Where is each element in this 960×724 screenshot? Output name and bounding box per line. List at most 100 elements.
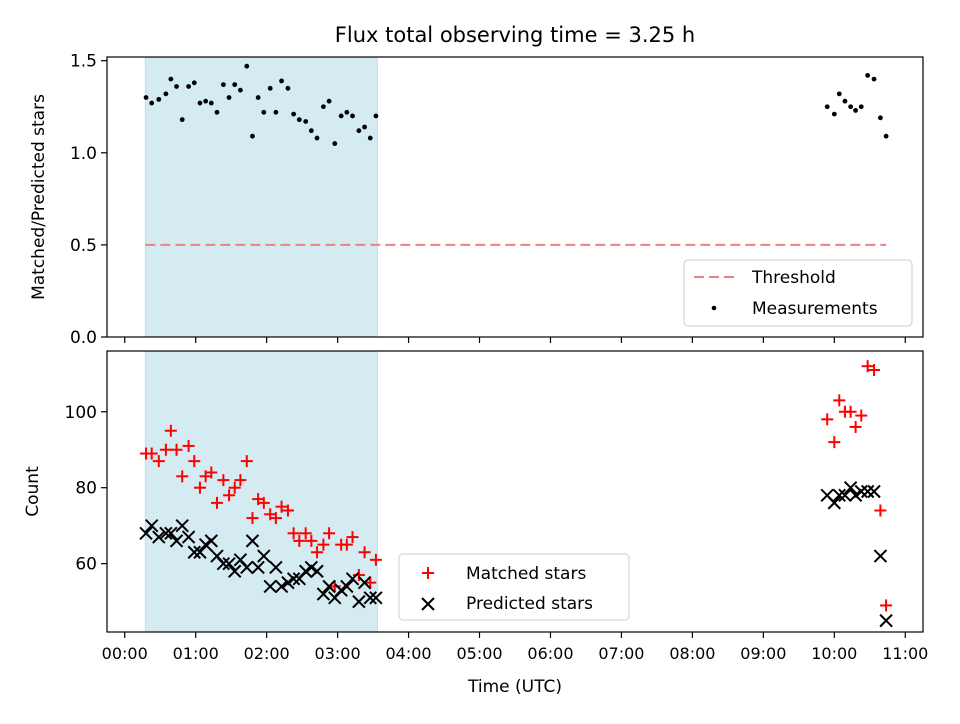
- predicted-star-point: [860, 484, 875, 499]
- predicted-star-point: [352, 594, 366, 609]
- matched-star-point: [849, 420, 862, 433]
- matched-star-point: [868, 363, 881, 376]
- predicted-star-point: [181, 530, 196, 544]
- matched-star-point: [145, 447, 158, 460]
- matched-star-point: [257, 496, 270, 509]
- measurement-point: [296, 117, 302, 123]
- matched-star-point: [228, 481, 241, 494]
- predicted-star-point: [345, 572, 360, 586]
- xtick-label-9: 09:00: [740, 644, 786, 663]
- measurement-point: [250, 133, 255, 139]
- top-ytick-label-0: 0.0: [70, 328, 97, 348]
- predicted-star-point: [144, 518, 159, 533]
- matched-star-point: [269, 512, 282, 525]
- measurement-point: [174, 84, 179, 89]
- predicted-star-point: [269, 560, 283, 575]
- measurement-point: [179, 117, 185, 123]
- matched-star-point: [364, 576, 377, 589]
- legend-matched-label: Matched stars: [466, 564, 586, 584]
- bottom-legend: Matched stars Predicted stars: [398, 553, 630, 621]
- xtick-label-1: 01:00: [173, 644, 219, 663]
- xtick-label-11: 11:00: [882, 644, 928, 663]
- measurement-point: [308, 128, 314, 134]
- measurement-point: [344, 109, 350, 115]
- predicted-star-point: [139, 526, 153, 540]
- predicted-star-point: [827, 496, 842, 510]
- predicted-star-point: [204, 534, 219, 548]
- measurement-point: [373, 113, 379, 119]
- bottom-y-axis-ticks: 60 80 100: [65, 403, 107, 575]
- predicted-star-point: [187, 545, 201, 559]
- matched-star-point: [281, 504, 294, 517]
- predicted-star-point: [854, 484, 868, 499]
- predicted-star-point: [251, 560, 265, 575]
- bottom-axes-frame: [106, 350, 924, 633]
- measurement-point: [208, 100, 214, 106]
- measurement-point: [332, 141, 338, 146]
- measurement-point: [858, 104, 864, 110]
- measurement-point: [303, 119, 309, 124]
- legend-measurements-swatch: [711, 305, 717, 311]
- predicted-star-point: [340, 579, 354, 594]
- predicted-star-point: [274, 579, 289, 594]
- predicted-star-point: [175, 518, 189, 533]
- predicted-star-point: [334, 583, 348, 597]
- matched-star-point: [152, 455, 165, 468]
- measurement-point: [237, 87, 243, 93]
- xtick-label-7: 07:00: [598, 644, 644, 663]
- matched-star-point: [861, 360, 874, 373]
- matched-star-point: [821, 413, 834, 426]
- measurement-point: [156, 96, 162, 102]
- matched-star-point: [346, 531, 359, 544]
- measurement-point: [232, 82, 238, 88]
- top-axes-frame: [106, 56, 924, 338]
- measurement-point: [168, 76, 174, 82]
- xtick-label-0: 00:00: [102, 644, 148, 663]
- measurement-point: [871, 76, 877, 82]
- matched-star-point: [828, 436, 841, 449]
- predicted-star-point: [369, 591, 383, 605]
- predicted-star-point: [164, 526, 178, 540]
- measurement-point: [883, 133, 889, 139]
- matched-star-point: [293, 534, 306, 547]
- measurement-point: [267, 85, 273, 91]
- legend-measurements-label: Measurements: [752, 299, 878, 319]
- measurement-point: [220, 82, 226, 88]
- predicted-star-point: [257, 549, 271, 563]
- measurement-point: [197, 100, 203, 106]
- xtick-label-10: 10:00: [811, 644, 857, 663]
- matched-star-point: [340, 538, 353, 551]
- measurement-point: [291, 111, 297, 117]
- matched-star-point: [217, 474, 230, 487]
- measurement-point: [338, 113, 344, 119]
- measurement-point: [255, 95, 261, 100]
- legend-predicted-swatch: [421, 597, 435, 611]
- predicted-star-point: [363, 591, 377, 605]
- measurement-point: [191, 80, 197, 86]
- matched-star-point: [210, 496, 223, 509]
- measurement-point: [226, 95, 232, 100]
- matched-star-point: [234, 474, 247, 487]
- predicted-star-point: [873, 549, 888, 563]
- count-points: [139, 360, 893, 628]
- predicted-star-point: [316, 587, 331, 601]
- predicted-star-point: [843, 480, 858, 495]
- matched-star-point: [164, 424, 177, 437]
- predicted-star-point: [216, 556, 231, 571]
- measurement-point: [878, 115, 883, 121]
- matched-star-point: [287, 527, 300, 540]
- measurement-point: [261, 109, 267, 115]
- xtick-label-2: 02:00: [244, 644, 290, 663]
- predicted-star-point: [228, 564, 242, 578]
- predicted-star-point: [286, 572, 301, 586]
- measurement-point: [314, 135, 320, 141]
- matched-star-point: [193, 481, 206, 494]
- matched-star-point: [299, 527, 312, 540]
- xtick-label-6: 06:00: [527, 644, 573, 663]
- xtick-label-3: 03:00: [315, 644, 361, 663]
- matched-star-point: [240, 455, 253, 468]
- legend-predicted-label: Predicted stars: [466, 594, 593, 614]
- measurement-point: [279, 78, 284, 84]
- measurement-point: [367, 135, 373, 141]
